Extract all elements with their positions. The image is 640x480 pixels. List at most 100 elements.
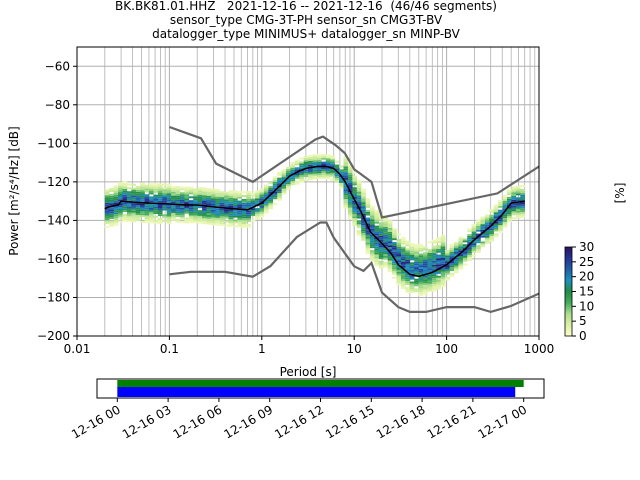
density-cell [272,183,278,186]
density-cell [418,268,424,271]
density-cell [387,224,393,226]
density-cell [330,172,335,175]
density-cell [237,204,243,207]
density-cell [440,259,446,262]
density-cell [171,191,176,194]
density-cell [423,283,428,286]
density-cell [515,206,521,209]
plot-frame [76,46,540,337]
density-cell [520,210,525,213]
density-cell [334,164,340,167]
density-cell [396,258,402,261]
density-cell [104,222,110,225]
density-cell [471,237,477,240]
density-cell [365,240,371,243]
density-cell [378,257,384,259]
density-cell [109,216,114,219]
density-cell [361,229,366,232]
density-cell [193,215,198,218]
density-cell [193,211,198,214]
density-cell [498,200,503,203]
density-cell [374,212,380,215]
density-cell [228,199,234,202]
y-tick-label: −140 [37,213,70,227]
density-cell [219,204,225,207]
density-cell [228,194,234,197]
density-cell [484,230,490,233]
density-cell [489,239,495,242]
density-cell [126,216,132,219]
density-cell [507,208,512,211]
density-cell [502,225,508,228]
density-cell [308,172,313,175]
density-cell [325,177,331,180]
density-cell [392,267,397,270]
density-cell [294,176,300,179]
density-cell [237,192,243,195]
density-cell [361,234,366,237]
colorbar-gradient [564,246,573,337]
density-cell [210,190,216,193]
density-cell [436,239,442,242]
density-cell [383,221,388,224]
density-cell [343,202,349,205]
density-cell [334,160,340,163]
density-cell [232,204,238,207]
density-cell [308,178,313,181]
density-cell [246,204,251,207]
density-cell [232,202,238,205]
density-cell [104,193,110,196]
density-cell [405,279,411,282]
density-cell [219,218,225,221]
density-cell [520,212,525,214]
density-cell [171,193,176,196]
density-cell [290,161,296,164]
density-cell [445,251,450,254]
density-cell [330,169,335,171]
density-cell [153,206,159,209]
density-cell [409,252,415,255]
density-cell [250,214,256,216]
density-cell [299,157,305,160]
density-cell [299,174,305,177]
density-cell [480,243,486,246]
density-cell [409,268,415,270]
density-cell [104,208,110,211]
density-cell [445,276,450,279]
density-cell [140,205,145,208]
density-cell [104,202,110,205]
density-cell [392,261,397,264]
density-cell [316,167,322,170]
density-cell [202,220,207,223]
density-cell [405,281,411,284]
density-cell [369,226,375,229]
density-cell [157,210,163,213]
density-cell [347,172,353,175]
density-cell [493,229,499,232]
density-cell [449,263,455,266]
density-cell [427,254,433,257]
density-cell [206,222,212,225]
density-cell [219,210,225,213]
density-cell [290,169,296,172]
density-cell [476,239,481,242]
density-cell [352,221,358,224]
density-cell [175,207,181,210]
density-cell [277,191,282,194]
density-cell [126,195,132,197]
density-cell [352,171,358,174]
density-cell [467,247,472,250]
density-cell [171,189,176,192]
density-cell [135,218,141,221]
density-cell [325,169,331,172]
density-cell [400,273,406,276]
density-cell [343,162,349,165]
density-cell [484,226,490,229]
density-cell [232,225,238,228]
density-cell [109,211,114,214]
x-tick-label: 10 [347,342,362,356]
density-cell [449,261,455,264]
density-cell [140,199,145,202]
density-cell [427,289,433,292]
